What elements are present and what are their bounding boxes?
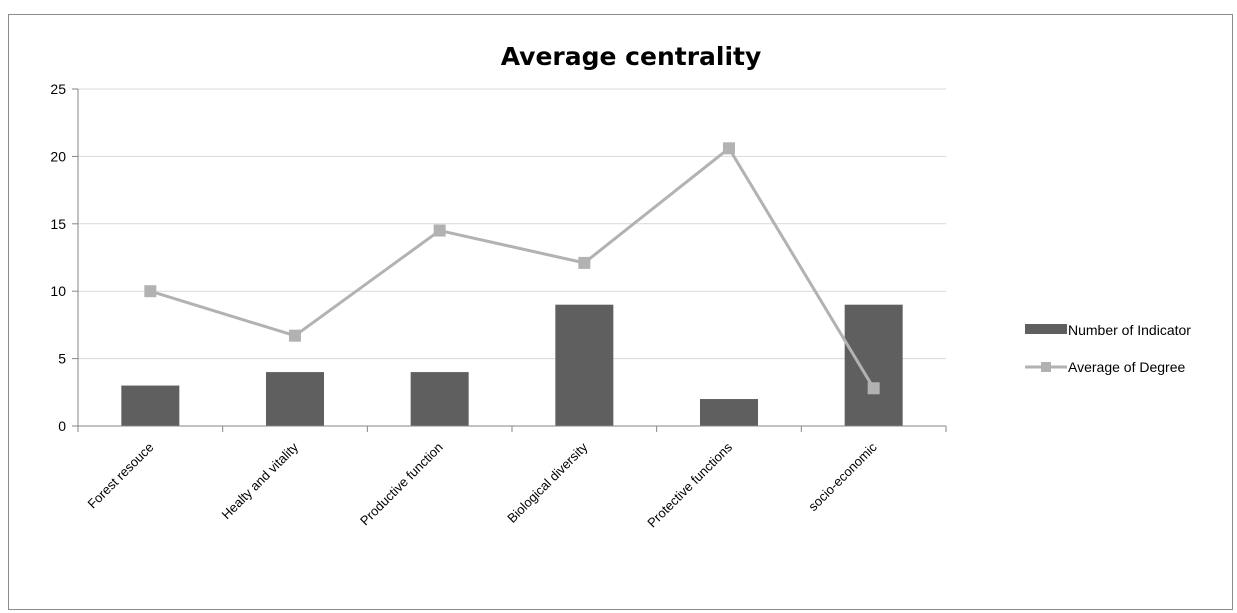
chart-title: Average centrality bbox=[501, 42, 762, 71]
legend-label-bar: Number of Indicator bbox=[1068, 322, 1191, 338]
bar-series bbox=[121, 304, 903, 426]
legend-label-line: Average of Degree bbox=[1068, 359, 1185, 375]
legend-bar-swatch bbox=[1025, 324, 1067, 334]
legend-line-marker bbox=[1041, 362, 1051, 372]
series-line bbox=[149, 146, 875, 390]
line-marker bbox=[289, 329, 301, 342]
x-tick-label: Forest resouce bbox=[85, 440, 157, 512]
line-marker bbox=[433, 224, 446, 237]
y-tick-label: 0 bbox=[58, 418, 66, 434]
axes bbox=[72, 88, 947, 432]
line-marker bbox=[144, 285, 157, 298]
chart-frame: Average centrality 0 5 10 15 20 25 Forest res… bbox=[8, 14, 1233, 610]
y-tick-label: 15 bbox=[50, 216, 66, 232]
x-tick-label: Healty and vitality bbox=[218, 439, 301, 522]
x-tick-label: Productive function bbox=[357, 440, 446, 529]
y-tick-label: 5 bbox=[58, 351, 66, 367]
chart: Average centrality 0 5 10 15 20 25 Forest res… bbox=[50, 42, 1191, 530]
bar bbox=[844, 304, 903, 426]
line-marker bbox=[867, 382, 880, 395]
line-series bbox=[144, 142, 880, 395]
y-tick-label: 20 bbox=[50, 148, 66, 164]
x-tick-labels: Forest resouce Healty and vitality Product… bbox=[85, 439, 881, 530]
bar bbox=[410, 372, 469, 426]
bar bbox=[700, 399, 758, 426]
line-marker bbox=[723, 142, 735, 155]
y-tick-label: 25 bbox=[50, 81, 66, 97]
x-tick-label: Protective functions bbox=[644, 439, 735, 530]
bar bbox=[121, 385, 180, 426]
legend: Number of Indicator Average of Degree bbox=[1025, 322, 1191, 375]
x-tick-label: socio-economic bbox=[805, 439, 880, 514]
y-tick-labels: 0 5 10 15 20 25 bbox=[50, 81, 66, 434]
line-marker bbox=[578, 256, 591, 269]
bar bbox=[266, 372, 324, 426]
y-tick-label: 10 bbox=[50, 283, 66, 299]
gridlines bbox=[78, 88, 946, 360]
bar bbox=[555, 304, 614, 426]
x-tick-label: Biological diversity bbox=[504, 439, 591, 526]
